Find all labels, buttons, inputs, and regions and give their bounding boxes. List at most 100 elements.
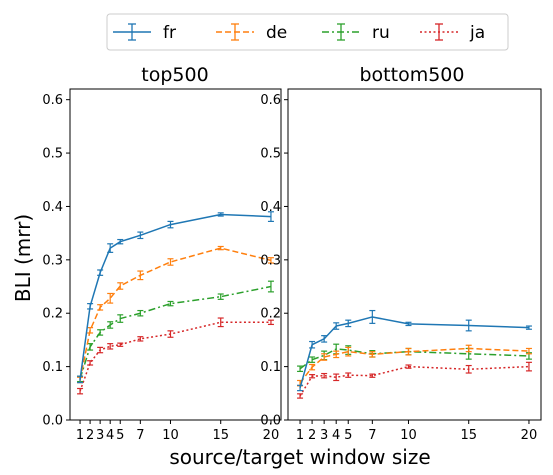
- error-bar: [137, 231, 144, 240]
- error-bar: [107, 321, 114, 329]
- error-bar: [107, 243, 114, 253]
- error-bar: [345, 372, 352, 378]
- error-bar: [167, 258, 174, 266]
- plot-frame: [69, 88, 282, 421]
- legend-entry: ja: [420, 23, 485, 43]
- error-bar: [87, 303, 94, 310]
- error-bar: [405, 364, 412, 369]
- y-tick-label: 0.5: [42, 147, 63, 162]
- x-tick-label: 2: [308, 428, 316, 443]
- error-bar: [97, 304, 104, 311]
- y-tick-label: 0.0: [260, 414, 281, 429]
- error-bar: [87, 360, 94, 366]
- error-bar: [297, 384, 304, 392]
- x-tick-label: 5: [116, 428, 124, 443]
- error-bar: [309, 356, 316, 363]
- error-bar: [107, 292, 114, 304]
- error-bar: [217, 212, 224, 217]
- x-tick-label: 4: [332, 428, 340, 443]
- legend-label: ja: [469, 23, 485, 43]
- error-bar: [217, 245, 224, 251]
- error-bar: [321, 372, 328, 379]
- series-line: [79, 247, 272, 381]
- error-bar: [369, 351, 376, 358]
- error-bar: [77, 375, 84, 384]
- legend-entry: ru: [322, 23, 390, 43]
- error-bar: [297, 393, 304, 399]
- x-tick-label: 1: [296, 428, 304, 443]
- error-bar: [333, 350, 340, 359]
- x-tick-label: 20: [263, 428, 280, 443]
- x-tick-label: 4: [106, 428, 114, 443]
- legend-label: ru: [372, 23, 390, 43]
- x-tick-label: 15: [212, 428, 229, 443]
- x-tick-label: 5: [344, 428, 352, 443]
- x-tick-label: 20: [521, 428, 538, 443]
- legend: fr de ru ja: [106, 13, 509, 51]
- error-bar: [267, 211, 274, 222]
- x-tick-label: 3: [96, 428, 104, 443]
- error-bar: [217, 293, 224, 300]
- error-bar: [309, 374, 316, 379]
- error-bar: [137, 309, 144, 317]
- y-tick-label: 0.5: [260, 147, 281, 162]
- error-bar: [369, 309, 376, 324]
- panel-title: bottom500: [360, 64, 465, 86]
- error-bar: [465, 364, 472, 374]
- error-bar: [167, 220, 174, 229]
- y-tick-label: 0.2: [42, 307, 63, 322]
- error-bar: [525, 325, 532, 330]
- error-bar: [405, 347, 412, 356]
- error-bar: [333, 322, 340, 330]
- error-bar: [309, 363, 316, 371]
- error-bar: [267, 319, 274, 326]
- error-bar: [117, 282, 124, 290]
- series-fr: [77, 211, 274, 384]
- series-line: [299, 365, 529, 397]
- y-tick-label: 0.1: [42, 360, 63, 375]
- error-bar: [117, 238, 124, 245]
- panel-bottom500: bottom500 0.00.10.20.30.40.50.61 2 3 4 5 7 10 1…: [260, 64, 542, 443]
- series-ru: [77, 280, 274, 383]
- error-bar: [369, 373, 376, 378]
- error-bar: [137, 270, 144, 281]
- error-bar: [167, 330, 174, 338]
- error-bar: [107, 343, 114, 350]
- x-tick-label: 15: [460, 428, 477, 443]
- error-bar: [525, 361, 532, 372]
- series-ja: [77, 317, 274, 395]
- error-bar: [87, 327, 94, 334]
- y-tick-label: 0.0: [42, 414, 63, 429]
- y-ticks: 0.0 0.1 0.2 0.3 0.4 0.5 0.6: [42, 93, 70, 429]
- legend-entry: fr: [113, 23, 176, 43]
- error-bar: [309, 340, 316, 349]
- x-axis-label: source/target window size: [169, 445, 430, 469]
- error-bar: [217, 317, 224, 328]
- y-axis-label: BLI (mrr): [11, 214, 35, 302]
- series-line: [79, 213, 271, 380]
- x-tick-label: 3: [320, 428, 328, 443]
- error-bar: [345, 346, 352, 357]
- series-de: [297, 344, 532, 387]
- error-bar: [465, 319, 472, 332]
- legend-frame: [106, 13, 509, 51]
- error-bar: [297, 365, 304, 373]
- y-tick-label: 0.4: [42, 200, 63, 215]
- series-line: [79, 321, 271, 392]
- error-bar: [405, 321, 412, 327]
- y-tick-label: 0.6: [260, 93, 281, 108]
- x-ticks: 1 2 3 4 5 7 10 15 20: [76, 420, 279, 443]
- x-ticks: 1 2 3 4 5 7 10 15 20: [296, 420, 537, 443]
- x-tick-label: 1: [76, 428, 84, 443]
- series-de: [77, 245, 274, 384]
- error-bar: [321, 335, 328, 343]
- x-tick-label: 10: [400, 428, 417, 443]
- error-bar: [345, 319, 352, 328]
- series-group: [77, 211, 274, 395]
- legend-label: fr: [163, 23, 176, 43]
- error-bar: [97, 269, 104, 276]
- error-bar: [117, 314, 124, 323]
- y-tick-label: 0.2: [260, 307, 281, 322]
- series-fr: [297, 309, 532, 392]
